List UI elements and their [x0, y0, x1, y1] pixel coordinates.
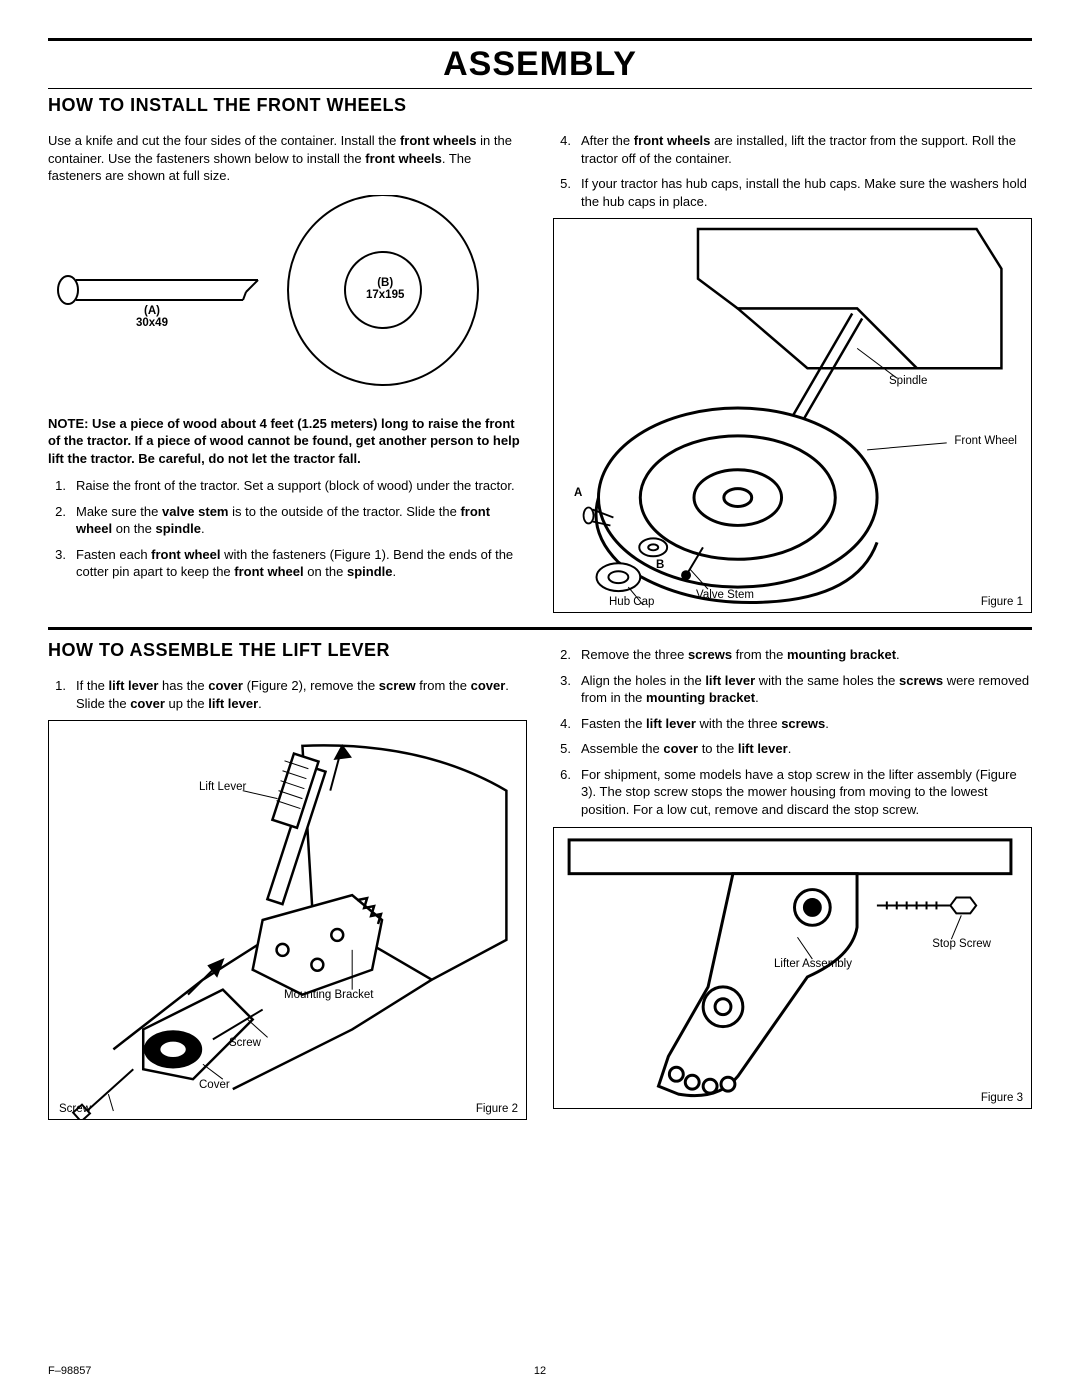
section1-title: HOW TO INSTALL THE FRONT WHEELS [48, 95, 1032, 116]
section2-title: HOW TO ASSEMBLE THE LIFT LEVER [48, 640, 527, 661]
callout-a: A [574, 487, 582, 499]
list-item: 2.Make sure the valve stem is to the out… [48, 503, 527, 538]
section1-note: NOTE: Use a piece of wood about 4 feet (… [48, 415, 527, 468]
doc-code: F–98857 [48, 1365, 91, 1377]
list-item: 6.For shipment, some models have a stop … [553, 766, 1032, 819]
page-footer: F–98857 12 [48, 1365, 1032, 1377]
figure-3: Stop Screw Lifter Assembly Figure 3 [553, 827, 1032, 1109]
section2-left-col: HOW TO ASSEMBLE THE LIFT LEVER 1.If the … [48, 640, 527, 1120]
list-item: 5.Assemble the cover to the lift lever. [553, 740, 1032, 758]
section2-right-col: 2.Remove the three screws from the mount… [553, 640, 1032, 1120]
callout-stop-screw: Stop Screw [932, 938, 991, 950]
callout-lift-lever: Lift Lever [199, 781, 246, 793]
page-number: 12 [534, 1365, 546, 1377]
callout-screw-2: Screw [59, 1103, 91, 1115]
section1-intro: Use a knife and cut the four sides of th… [48, 132, 527, 185]
list-item: 1.If the lift lever has the cover (Figur… [48, 677, 527, 712]
callout-mounting-bracket: Mounting Bracket [284, 989, 374, 1001]
list-item: 4.After the front wheels are installed, … [553, 132, 1032, 167]
figure3-caption: Figure 3 [981, 1092, 1023, 1104]
section2-columns: HOW TO ASSEMBLE THE LIFT LEVER 1.If the … [48, 640, 1032, 1120]
fastener-b-label: (B) 17x195 [366, 277, 404, 301]
fastener-diagram: (A) 30x49 (B) 17x195 [48, 195, 527, 405]
figure2-caption: Figure 2 [476, 1103, 518, 1115]
section-divider [48, 627, 1032, 630]
callout-lifter-assembly: Lifter Assembly [774, 958, 852, 970]
callout-b: B [656, 559, 664, 571]
list-item: 2.Remove the three screws from the mount… [553, 646, 1032, 664]
callout-valve-stem: Valve Stem [696, 589, 754, 601]
list-item: 3.Fasten each front wheel with the faste… [48, 546, 527, 581]
list-item: 1.Raise the front of the tractor. Set a … [48, 477, 527, 495]
callout-front-wheel: Front Wheel [954, 435, 1017, 447]
list-item: 4.Fasten the lift lever with the three s… [553, 715, 1032, 733]
figure-1: Spindle Front Wheel A B Valve Stem Hub C… [553, 218, 1032, 613]
section1-columns: Use a knife and cut the four sides of th… [48, 132, 1032, 613]
page-main-title: ASSEMBLY [48, 45, 1032, 84]
section1-left-col: Use a knife and cut the four sides of th… [48, 132, 527, 613]
callout-hub-cap: Hub Cap [609, 596, 654, 608]
list-item: 5.If your tractor has hub caps, install … [553, 175, 1032, 210]
section1-right-steps: 4.After the front wheels are installed, … [553, 132, 1032, 210]
section2-left-steps: 1.If the lift lever has the cover (Figur… [48, 677, 527, 712]
callout-cover: Cover [199, 1079, 230, 1091]
fastener-a-label: (A) 30x49 [136, 305, 168, 329]
section2-right-steps: 2.Remove the three screws from the mount… [553, 646, 1032, 818]
section1-left-steps: 1.Raise the front of the tractor. Set a … [48, 477, 527, 581]
title-underline [48, 88, 1032, 89]
page-top-rule [48, 38, 1032, 41]
callout-screw-1: Screw [229, 1037, 261, 1049]
list-item: 3.Align the holes in the lift lever with… [553, 672, 1032, 707]
figure1-caption: Figure 1 [981, 596, 1023, 608]
figure-2: Lift Lever Mounting Bracket Screw Cover … [48, 720, 527, 1120]
section1-right-col: 4.After the front wheels are installed, … [553, 132, 1032, 613]
callout-spindle: Spindle [889, 375, 927, 387]
